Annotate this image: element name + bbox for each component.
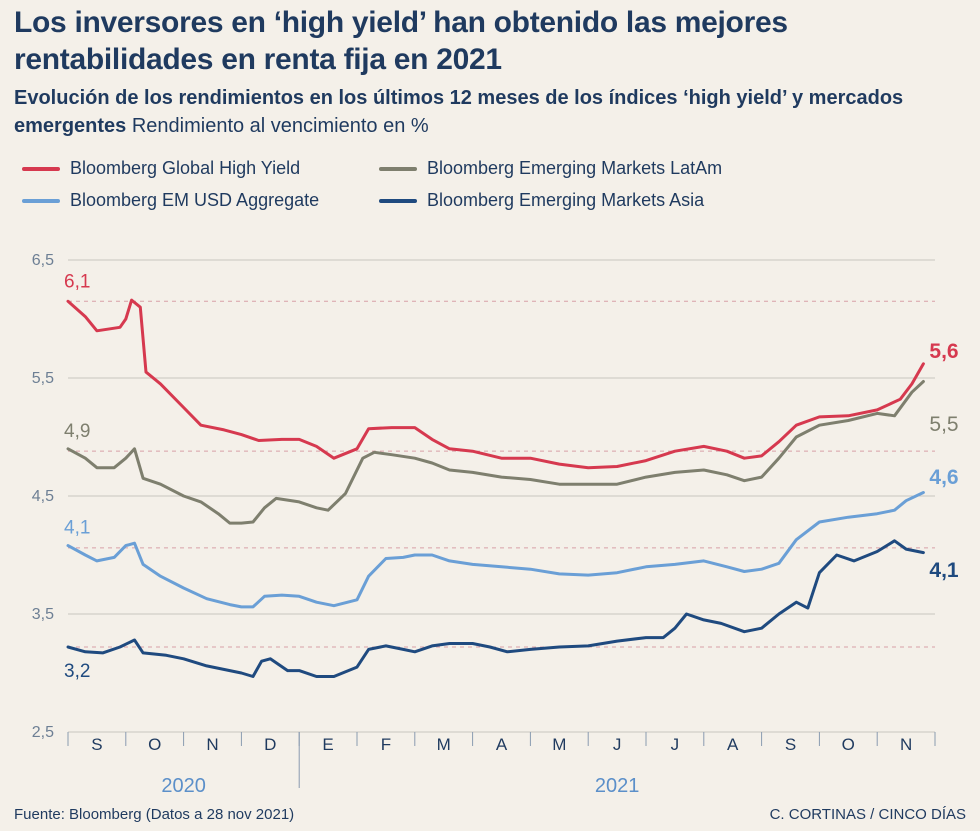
x-tick-label: O (842, 735, 855, 754)
x-tick-label: M (437, 735, 451, 754)
end-value-label: 4,6 (929, 466, 958, 489)
chart-title: Los inversores en ‘high yield’ han obten… (14, 6, 788, 76)
end-value-label: 5,5 (929, 413, 958, 436)
subtitle-unit: Rendimiento al vencimiento en % (131, 115, 429, 137)
x-tick-label: F (381, 735, 391, 754)
legend-swatch-gray (379, 166, 417, 171)
legend-label: Bloomberg Emerging Markets Asia (427, 190, 705, 210)
series-line-0 (66, 298, 925, 470)
x-tick-label: O (148, 735, 161, 754)
year-label: 2020 (161, 775, 206, 797)
legend-label: Bloomberg Emerging Markets LatAm (427, 158, 723, 178)
y-tick-label: 4,5 (32, 488, 54, 505)
x-tick-label: N (206, 735, 218, 754)
x-tick-label: N (900, 735, 912, 754)
y-tick-label: 5,5 (32, 370, 54, 387)
start-value-label: 6,1 (64, 271, 90, 292)
x-tick-label: D (264, 735, 276, 754)
x-tick-label: A (496, 735, 508, 754)
series-line-3 (66, 539, 925, 678)
legend-item-em-asia: Bloomberg Emerging Markets Asia (379, 190, 704, 211)
credit-note: C. CORTINAS / CINCO DÍAS (769, 806, 966, 823)
legend-swatch-lightblue (22, 198, 60, 203)
legend-label: Bloomberg EM USD Aggregate (70, 190, 320, 210)
series-line-1 (66, 380, 925, 525)
legend-swatch-red (22, 166, 60, 171)
x-tick-label: M (552, 735, 566, 754)
year-label: 2021 (595, 775, 640, 797)
x-tick-label: A (727, 735, 739, 754)
legend-item-em-latam: Bloomberg Emerging Markets LatAm (379, 158, 722, 179)
end-value-label: 5,6 (929, 340, 958, 363)
chart-subtitle: Evolución de los rendimientos en los últ… (14, 84, 974, 140)
subtitle-description: Evolución de los rendimientos en los últ… (14, 87, 904, 137)
source-note: Fuente: Bloomberg (Datos a 28 nov 2021) (14, 806, 295, 823)
y-tick-label: 2,5 (32, 724, 54, 741)
x-tick-label: J (671, 735, 680, 754)
x-tick-label: E (322, 735, 333, 754)
end-value-label: 4,1 (929, 559, 959, 582)
line-chart: 2,5 3,5 4,5 5,5 6,5 S O N D E F M A M J J A S O N 2020 2021 6,… (32, 252, 959, 797)
y-tick-label: 6,5 (32, 252, 54, 269)
y-tick-label: 3,5 (32, 606, 54, 623)
x-tick-label: J (613, 735, 622, 754)
x-tick-label: S (91, 735, 102, 754)
legend-item-global-high-yield: Bloomberg Global High Yield (22, 158, 300, 179)
legend-swatch-darkblue (379, 198, 417, 203)
x-tick-label: S (785, 735, 796, 754)
legend-label: Bloomberg Global High Yield (70, 158, 301, 178)
start-value-label: 4,1 (64, 518, 90, 539)
start-value-label: 4,9 (64, 421, 90, 442)
start-value-label: 3,2 (64, 661, 90, 682)
series-line-2 (66, 491, 925, 609)
legend: Bloomberg Global High Yield Bloomberg Em… (22, 158, 922, 222)
legend-item-em-usd-aggregate: Bloomberg EM USD Aggregate (22, 190, 319, 211)
